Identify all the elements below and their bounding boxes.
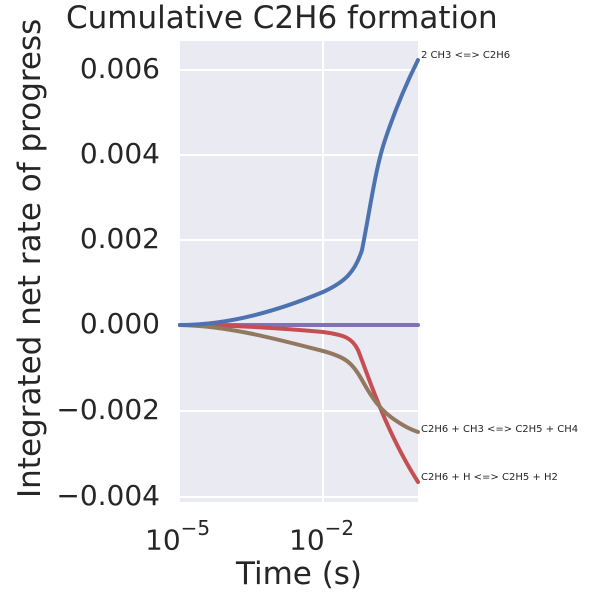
series-2ch3-line — [178, 58, 420, 327]
y-tick-label: 0.004 — [79, 137, 160, 170]
x-tick-exponent: −5 — [180, 516, 211, 540]
y-tick-label: 0.006 — [79, 52, 160, 85]
x-tick-label: 10−5 — [145, 516, 210, 557]
y-tick-label: −0.004 — [56, 479, 160, 512]
y-tick-label: 0.002 — [79, 222, 160, 255]
y-tick-label: −0.002 — [56, 393, 160, 426]
x-axis-label: Time (s) — [235, 556, 363, 592]
y-tick-label: 0.000 — [79, 307, 160, 340]
series-label-c2h6-h: C2H6 + H <=> C2H5 + H2 — [421, 472, 558, 483]
series-label-c2h6-ch3: C2H6 + CH3 <=> C2H5 + CH4 — [421, 424, 579, 435]
plot-area — [180, 41, 418, 502]
chart-title: Cumulative C2H6 formation — [66, 0, 498, 36]
series-label-2ch3: 2 CH3 <=> C2H6 — [421, 50, 511, 61]
x-tick-label: 10−2 — [289, 516, 354, 557]
y-axis-label: Integrated net rate of progress — [12, 18, 48, 498]
series-c2h6-ch3-line — [178, 323, 420, 434]
x-tick-exponent: −2 — [324, 516, 355, 540]
x-tick-base: 10 — [145, 523, 181, 557]
series-c2h6-h-line — [178, 323, 420, 484]
x-tick-base: 10 — [289, 523, 325, 557]
